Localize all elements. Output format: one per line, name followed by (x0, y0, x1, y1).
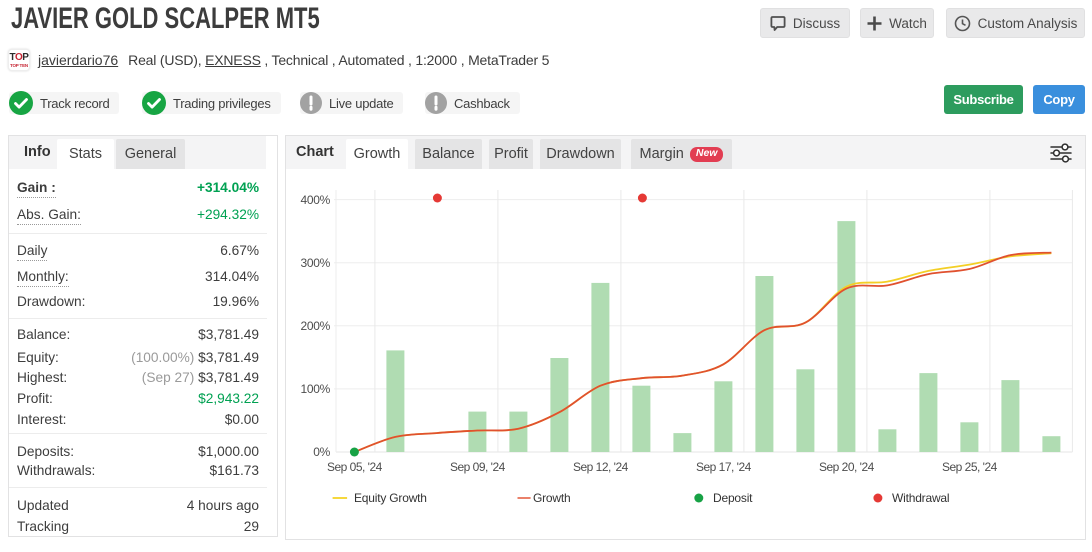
svg-text:0%: 0% (313, 445, 330, 459)
svg-text:Deposit: Deposit (713, 491, 753, 505)
svg-text:100%: 100% (301, 382, 331, 396)
svg-text:Equity Growth: Equity Growth (354, 491, 427, 505)
svg-text:Sep 09, '24: Sep 09, '24 (450, 460, 506, 474)
svg-text:Growth: Growth (533, 491, 570, 505)
svg-text:Sep 20, '24: Sep 20, '24 (819, 460, 875, 474)
svg-text:Sep 17, '24: Sep 17, '24 (696, 460, 752, 474)
svg-text:400%: 400% (301, 193, 331, 207)
svg-text:200%: 200% (301, 319, 331, 333)
svg-text:Sep 25, '24: Sep 25, '24 (942, 460, 998, 474)
svg-text:Sep 12, '24: Sep 12, '24 (573, 460, 629, 474)
svg-text:300%: 300% (301, 256, 331, 270)
svg-text:Sep 05, '24: Sep 05, '24 (327, 460, 383, 474)
svg-text:Withdrawal: Withdrawal (892, 491, 949, 505)
